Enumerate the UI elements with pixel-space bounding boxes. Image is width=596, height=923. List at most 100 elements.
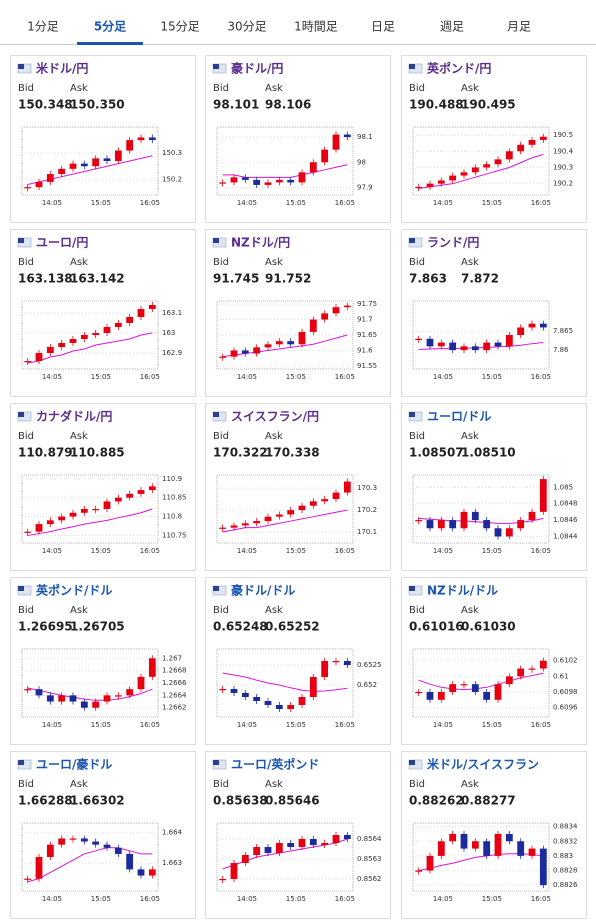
y-tick-label: 163.1	[162, 309, 182, 317]
y-tick-label: 1.663	[162, 859, 182, 867]
candle-body	[494, 684, 502, 700]
pair-name[interactable]: NZドル/円	[231, 236, 290, 250]
tab[interactable]: 週足	[440, 20, 464, 34]
pair-name[interactable]: 英ポンド/円	[427, 61, 491, 76]
pair-name[interactable]: ユーロ/英ポンド	[231, 757, 319, 772]
candle-body	[528, 668, 536, 670]
ma-line	[27, 847, 153, 883]
candle-body	[539, 323, 547, 328]
pair-name[interactable]: ユーロ/豪ドル	[36, 757, 112, 772]
tab[interactable]: 1時間足	[294, 20, 338, 34]
candle-body	[426, 183, 434, 187]
candle-body	[309, 839, 317, 845]
candle-body	[46, 174, 54, 182]
x-tick-label: 14:05	[42, 721, 62, 729]
candle-body	[415, 520, 423, 522]
candle-body	[517, 668, 525, 677]
ask-label: Ask	[70, 605, 88, 616]
x-tick-label: 14:05	[237, 721, 257, 729]
pair-name[interactable]: 英ポンド/ドル	[36, 583, 112, 598]
tab[interactable]: 15分足	[160, 20, 199, 34]
bid-value: 1.66288	[18, 794, 73, 808]
x-tick-label: 14:05	[237, 547, 257, 555]
candle-body	[309, 319, 317, 332]
tab[interactable]: 1分足	[27, 20, 59, 34]
candle-body	[343, 305, 351, 308]
pair-name[interactable]: スイスフラン/円	[231, 410, 319, 424]
pair-name[interactable]: ランド/円	[427, 236, 479, 250]
candle-body	[275, 705, 283, 709]
candle-body	[24, 187, 32, 189]
ma-line	[222, 164, 348, 178]
y-tick-label: 1.2664	[162, 691, 187, 699]
ask-value: 170.338	[265, 446, 320, 460]
candle-body	[35, 689, 43, 696]
ask-label: Ask	[461, 605, 479, 616]
x-tick-label: 15:05	[286, 895, 306, 903]
plot-frame	[412, 126, 550, 196]
x-tick-label: 14:05	[237, 895, 257, 903]
plot-frame	[21, 822, 159, 892]
y-tick-label: 1.664	[162, 828, 183, 836]
flag-mark	[213, 760, 219, 765]
candle-body	[230, 863, 238, 879]
bid-label: Bid	[213, 605, 229, 616]
pair-name[interactable]: カナダドル/円	[36, 409, 112, 424]
tab[interactable]: 日足	[371, 20, 395, 34]
pair-name[interactable]: ユーロ/円	[36, 236, 88, 250]
x-tick-label: 16:05	[531, 373, 551, 381]
bid-label: Bid	[18, 431, 34, 442]
y-tick-label: 0.8828	[553, 867, 578, 875]
ask-value: 0.65252	[265, 620, 320, 634]
pair-name[interactable]: 米ドル/スイスフラン	[427, 757, 539, 772]
candle-body	[460, 346, 468, 351]
pair-name[interactable]: 豪ドル/ドル	[231, 583, 295, 598]
bid-value: 0.65248	[213, 620, 268, 634]
candle-body	[517, 841, 525, 856]
tab[interactable]: 5分足	[94, 19, 126, 34]
x-tick-label: 15:05	[286, 721, 306, 729]
candle-body	[126, 689, 134, 696]
ask-value: 0.85646	[265, 794, 320, 808]
y-tick-label: 0.8562	[357, 875, 382, 883]
pair-name[interactable]: ユーロ/ドル	[427, 410, 491, 424]
candle-body	[114, 150, 122, 161]
x-tick-label: 14:05	[433, 199, 453, 207]
y-tick-label: 1.085	[553, 483, 573, 491]
candle-body	[241, 693, 249, 697]
candle-body	[46, 844, 54, 857]
candle-body	[114, 497, 122, 502]
tab[interactable]: 30分足	[227, 20, 266, 34]
tab[interactable]: 月足	[507, 20, 531, 34]
flag-mark	[409, 412, 415, 417]
pair-name[interactable]: 豪ドル/円	[231, 61, 283, 76]
flag-mark	[213, 64, 219, 69]
candle-body	[539, 848, 547, 886]
plot-frame	[21, 300, 159, 370]
ma-line	[418, 154, 544, 190]
candle-body	[24, 361, 32, 363]
bid-label: Bid	[409, 83, 425, 94]
candle-body	[69, 838, 77, 840]
candle-body	[517, 327, 525, 335]
candle-body	[449, 833, 457, 842]
pair-name[interactable]: NZドル/ドル	[427, 584, 498, 598]
candle-body	[92, 333, 100, 335]
pair-name[interactable]: 米ドル/円	[36, 61, 88, 76]
candle-body	[92, 701, 100, 708]
